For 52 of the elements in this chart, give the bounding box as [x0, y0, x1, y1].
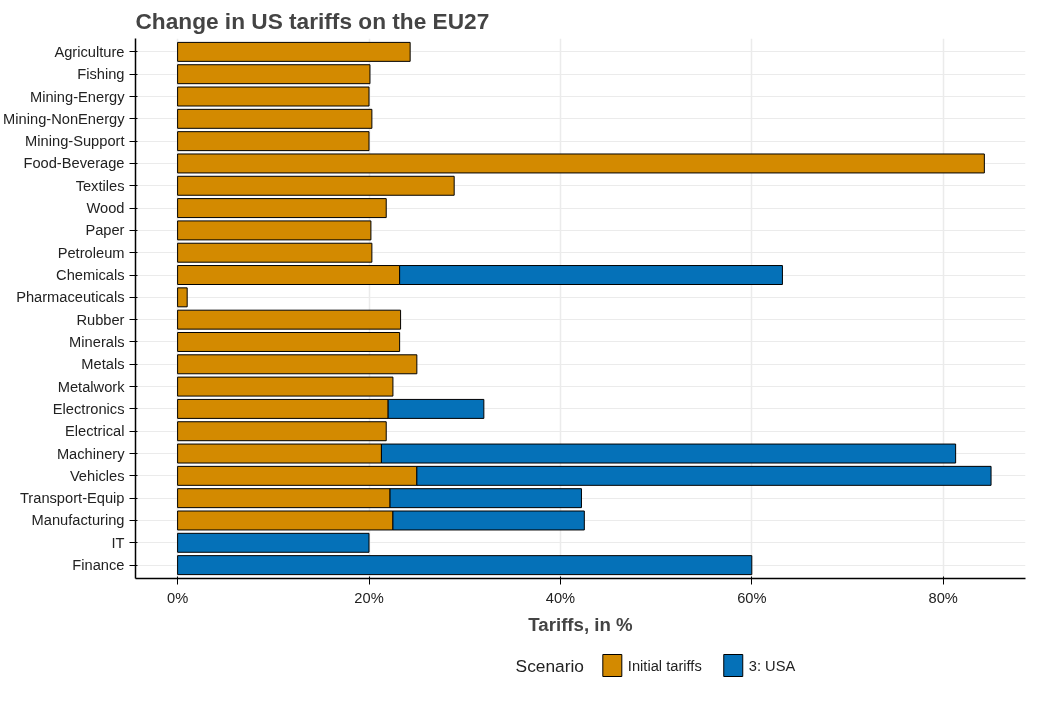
bar [177, 153, 985, 174]
bar [177, 555, 753, 576]
bar [177, 86, 370, 107]
y-tick-label: Transport-Equip [19, 490, 125, 507]
bar [177, 41, 411, 62]
x-tick-label: 80% [928, 589, 958, 606]
y-tick-label: Minerals [69, 333, 125, 350]
bar [177, 175, 455, 196]
y-tick-label: Finance [72, 557, 125, 574]
y-tick-label: Machinery [56, 445, 126, 462]
bar [177, 131, 370, 152]
y-tick-label: Agriculture [54, 43, 125, 60]
bar [177, 198, 387, 219]
bar [177, 287, 188, 308]
chart-title: Change in US tariffs on the EU27 [135, 7, 490, 34]
y-tick-label: Textiles [75, 177, 125, 194]
bar [177, 220, 372, 241]
x-axis-title: Tariffs, in % [528, 613, 634, 635]
x-tick-label: 20% [354, 589, 384, 606]
bar [177, 532, 370, 553]
bar [177, 108, 373, 129]
legend-title: Scenario [515, 655, 584, 676]
y-tick-label: Rubber [76, 311, 125, 328]
y-tick-label: Vehicles [69, 467, 125, 484]
bar [177, 242, 373, 263]
bar [177, 421, 387, 442]
y-tick-label: Fishing [77, 66, 125, 83]
y-tick-label: Mining-Energy [30, 88, 126, 105]
x-tick-label: 60% [737, 589, 767, 606]
x-tick-label: 0% [167, 589, 189, 606]
bar [177, 331, 401, 352]
y-tick-label: Petroleum [57, 244, 125, 261]
legend-label: Initial tariffs [627, 657, 702, 674]
y-tick-label: Pharmaceuticals [16, 289, 125, 306]
y-tick-label: Food-Beverage [23, 155, 125, 172]
y-tick-label: Manufacturing [31, 512, 125, 529]
y-tick-label: Paper [85, 222, 125, 239]
y-tick-label: Wood [86, 200, 125, 217]
bar [177, 309, 402, 330]
y-tick-label: Chemicals [56, 267, 125, 284]
y-tick-label: Mining-Support [25, 133, 125, 150]
x-tick-label: 40% [545, 589, 576, 606]
y-tick-label: Electronics [52, 400, 125, 417]
y-tick-label: IT [111, 534, 125, 551]
y-tick-label: Metalwork [57, 378, 126, 395]
y-tick-label: Electrical [65, 423, 125, 440]
bar [177, 354, 418, 375]
bar [177, 64, 371, 85]
legend-label: 3: USA [748, 657, 796, 674]
bar [177, 376, 394, 397]
y-tick-label: Mining-NonEnergy [3, 110, 126, 127]
y-tick-label: Metals [81, 356, 125, 373]
